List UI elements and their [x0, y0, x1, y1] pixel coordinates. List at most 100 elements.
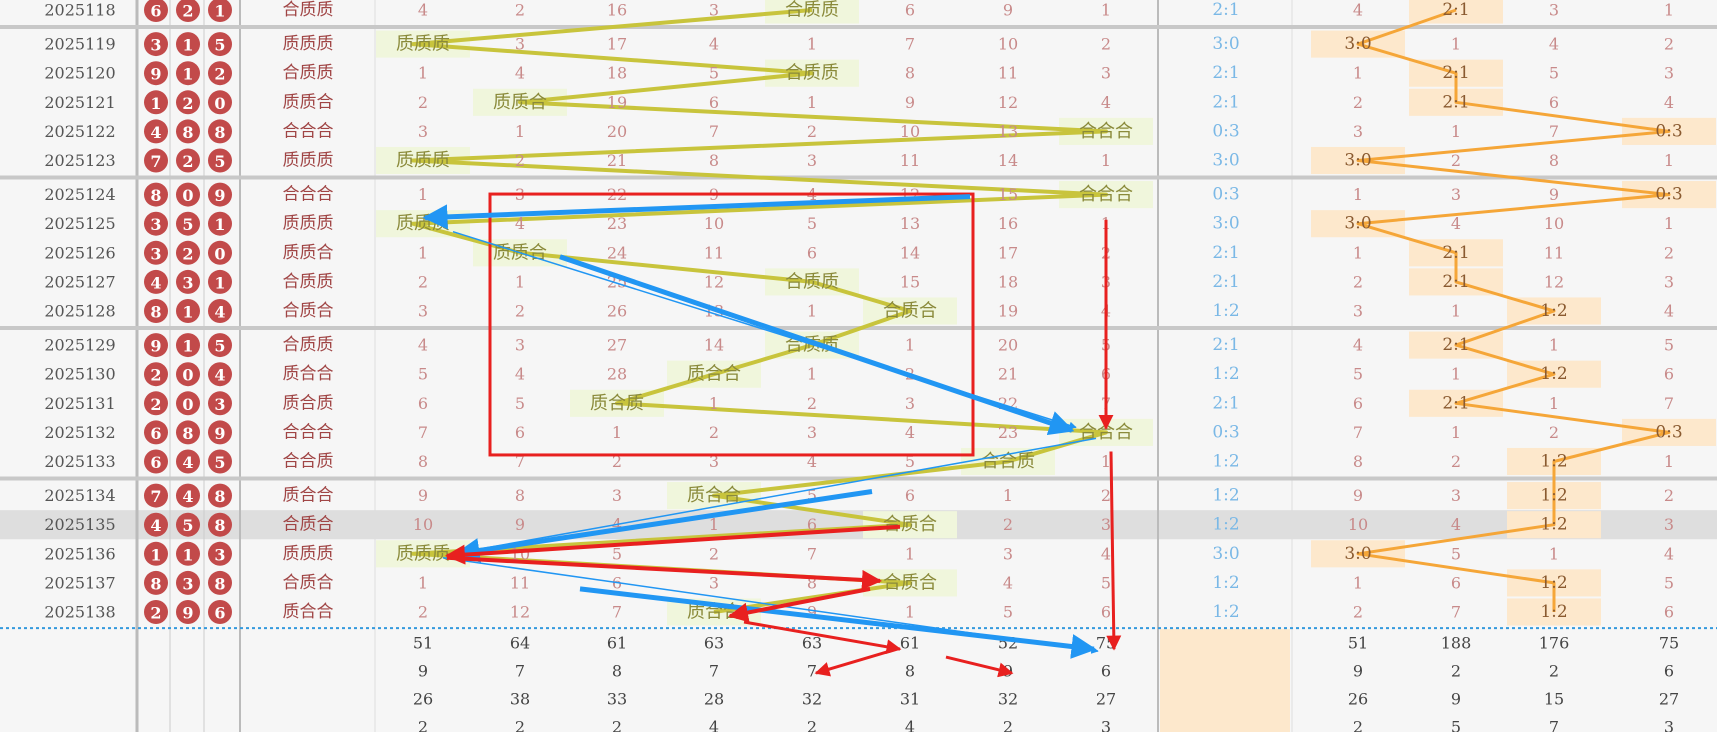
omission-cell: 19 — [998, 302, 1018, 321]
omission-cell: 20 — [607, 122, 627, 141]
omission-cell: 8 — [807, 573, 817, 592]
ball-icon — [144, 90, 168, 115]
stat-ratio-cell: 176 — [1539, 634, 1570, 653]
ball-number: 8 — [214, 123, 225, 142]
omission-cell: 5 — [807, 486, 817, 505]
period-label: 2025128 — [44, 302, 115, 321]
ball-icon — [176, 90, 200, 115]
omission-cell: 13 — [900, 214, 920, 233]
stat-cell: 38 — [510, 690, 530, 709]
stat-cell: 2 — [515, 718, 525, 732]
ratio-omission-cell: 3 — [1549, 1, 1559, 20]
ratio-label: 1:2 — [1212, 452, 1239, 472]
omission-cell: 6 — [418, 394, 428, 413]
omission-cell: 1 — [709, 394, 719, 413]
omission-cell: 3 — [515, 336, 525, 355]
ratio-omission-cell: 11 — [1544, 243, 1564, 262]
omission-cell: 19 — [607, 93, 627, 112]
stat-ratio-cell: 3 — [1664, 718, 1674, 732]
ratio-omission-cell: 3 — [1451, 185, 1461, 204]
omission-cell: 2 — [1003, 515, 1013, 534]
ratio-label: 2:1 — [1212, 0, 1239, 20]
omission-cell: 1 — [418, 573, 428, 592]
ratio-omission-cell: 1 — [1451, 365, 1461, 384]
red-arrow — [445, 524, 901, 565]
omission-cell: 17 — [607, 35, 627, 54]
omission-cell: 2 — [1101, 35, 1111, 54]
ball-icon — [208, 420, 232, 445]
ball-icon — [144, 299, 168, 323]
ratio-hit-cell: 1:2 — [1540, 364, 1567, 384]
ball-number: 8 — [150, 303, 161, 322]
ball-number: 9 — [150, 65, 161, 84]
ratio-omission-cell: 9 — [1353, 486, 1363, 505]
ratio-label: 2:1 — [1212, 243, 1239, 263]
omission-cell: 2 — [1101, 486, 1111, 505]
ratio-omission-cell: 4 — [1353, 1, 1363, 20]
omission-cell: 2 — [418, 603, 428, 622]
ratio-omission-cell: 6 — [1353, 394, 1363, 413]
stat-cell: 31 — [900, 690, 920, 709]
ball-number: 2 — [150, 395, 161, 414]
omission-cell: 2 — [709, 544, 719, 563]
omission-cell: 9 — [807, 603, 817, 622]
pattern-label: 质合合 — [283, 364, 334, 384]
omission-cell: 2 — [418, 93, 428, 112]
ball-icon — [176, 299, 200, 323]
ball-number: 8 — [214, 487, 225, 506]
ball-icon — [144, 600, 168, 624]
stat-ratio-cell: 26 — [1348, 690, 1368, 709]
pattern-hit-cell: 质合合 — [687, 364, 741, 385]
ratio-hit-cell: 1:2 — [1540, 301, 1567, 321]
ball-number: 0 — [214, 94, 225, 113]
ball-icon — [144, 211, 168, 236]
omission-cell: 16 — [607, 1, 627, 20]
stat-ratio-cell: 2 — [1353, 718, 1363, 732]
omission-cell: 6 — [807, 515, 817, 534]
ball-number: 8 — [150, 186, 161, 205]
stat-ratio-cell: 51 — [1348, 634, 1368, 653]
ratio-omission-cell: 1 — [1549, 336, 1559, 355]
ratio-hit-cell: 1:2 — [1540, 452, 1567, 472]
ratio-hit-cell: 2:1 — [1442, 393, 1469, 413]
omission-cell: 7 — [612, 603, 622, 622]
omission-cell: 21 — [998, 365, 1018, 384]
ball-icon — [176, 512, 200, 537]
ratio-omission-cell: 1 — [1549, 394, 1559, 413]
ratio-hit-cell: 1:2 — [1540, 515, 1567, 535]
ball-number: 8 — [214, 574, 225, 593]
ratio-omission-cell: 1 — [1353, 64, 1363, 83]
ball-number: 6 — [150, 2, 161, 21]
stat-ratio-cell: 27 — [1659, 690, 1679, 709]
ball-icon — [208, 541, 232, 566]
omission-cell: 4 — [515, 214, 525, 233]
omission-cell: 1 — [1003, 486, 1013, 505]
stat-cell: 3 — [1101, 718, 1111, 732]
period-label: 2025121 — [44, 93, 115, 112]
highlighted-row-bg — [0, 510, 1717, 540]
omission-cell: 2 — [807, 394, 817, 413]
ratio-omission-cell: 1 — [1451, 122, 1461, 141]
omission-cell: 14 — [998, 151, 1018, 170]
omission-cell: 3 — [709, 573, 719, 592]
ball-number: 5 — [182, 516, 193, 535]
omission-cell: 4 — [1003, 573, 1013, 592]
stat-cell: 7 — [807, 662, 817, 681]
red-arrow — [728, 586, 871, 623]
ball-icon — [144, 391, 168, 416]
omission-cell: 9 — [905, 93, 915, 112]
period-label: 2025119 — [44, 35, 115, 54]
ball-number: 3 — [182, 574, 193, 593]
pattern-label: 合质质 — [283, 63, 334, 83]
stat-cell: 28 — [704, 690, 724, 709]
ratio-omission-cell: 4 — [1451, 214, 1461, 233]
ratio-label: 3:0 — [1212, 214, 1239, 234]
omission-cell: 16 — [998, 214, 1018, 233]
ball-number: 3 — [150, 244, 161, 263]
ball-icon — [144, 541, 168, 566]
ball-number: 8 — [182, 424, 193, 443]
omission-cell: 8 — [905, 64, 915, 83]
pattern-label: 质合合 — [283, 602, 334, 622]
ball-number: 1 — [182, 337, 193, 356]
